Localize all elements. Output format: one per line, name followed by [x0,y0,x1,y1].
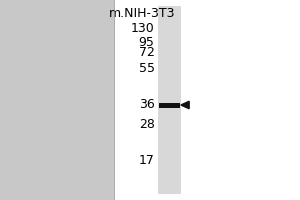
Text: 55: 55 [139,62,154,75]
Text: 130: 130 [131,22,154,36]
Bar [159,102,180,108]
Text: 72: 72 [139,46,154,60]
Text: 28: 28 [139,118,154,132]
Bar [158,6,181,194]
Text: 95: 95 [139,36,154,48]
Text: 17: 17 [139,154,154,168]
Polygon shape [181,101,189,109]
Bar [114,0,300,200]
Text: m.NIH-3T3: m.NIH-3T3 [109,7,176,20]
Text: 36: 36 [139,98,154,112]
